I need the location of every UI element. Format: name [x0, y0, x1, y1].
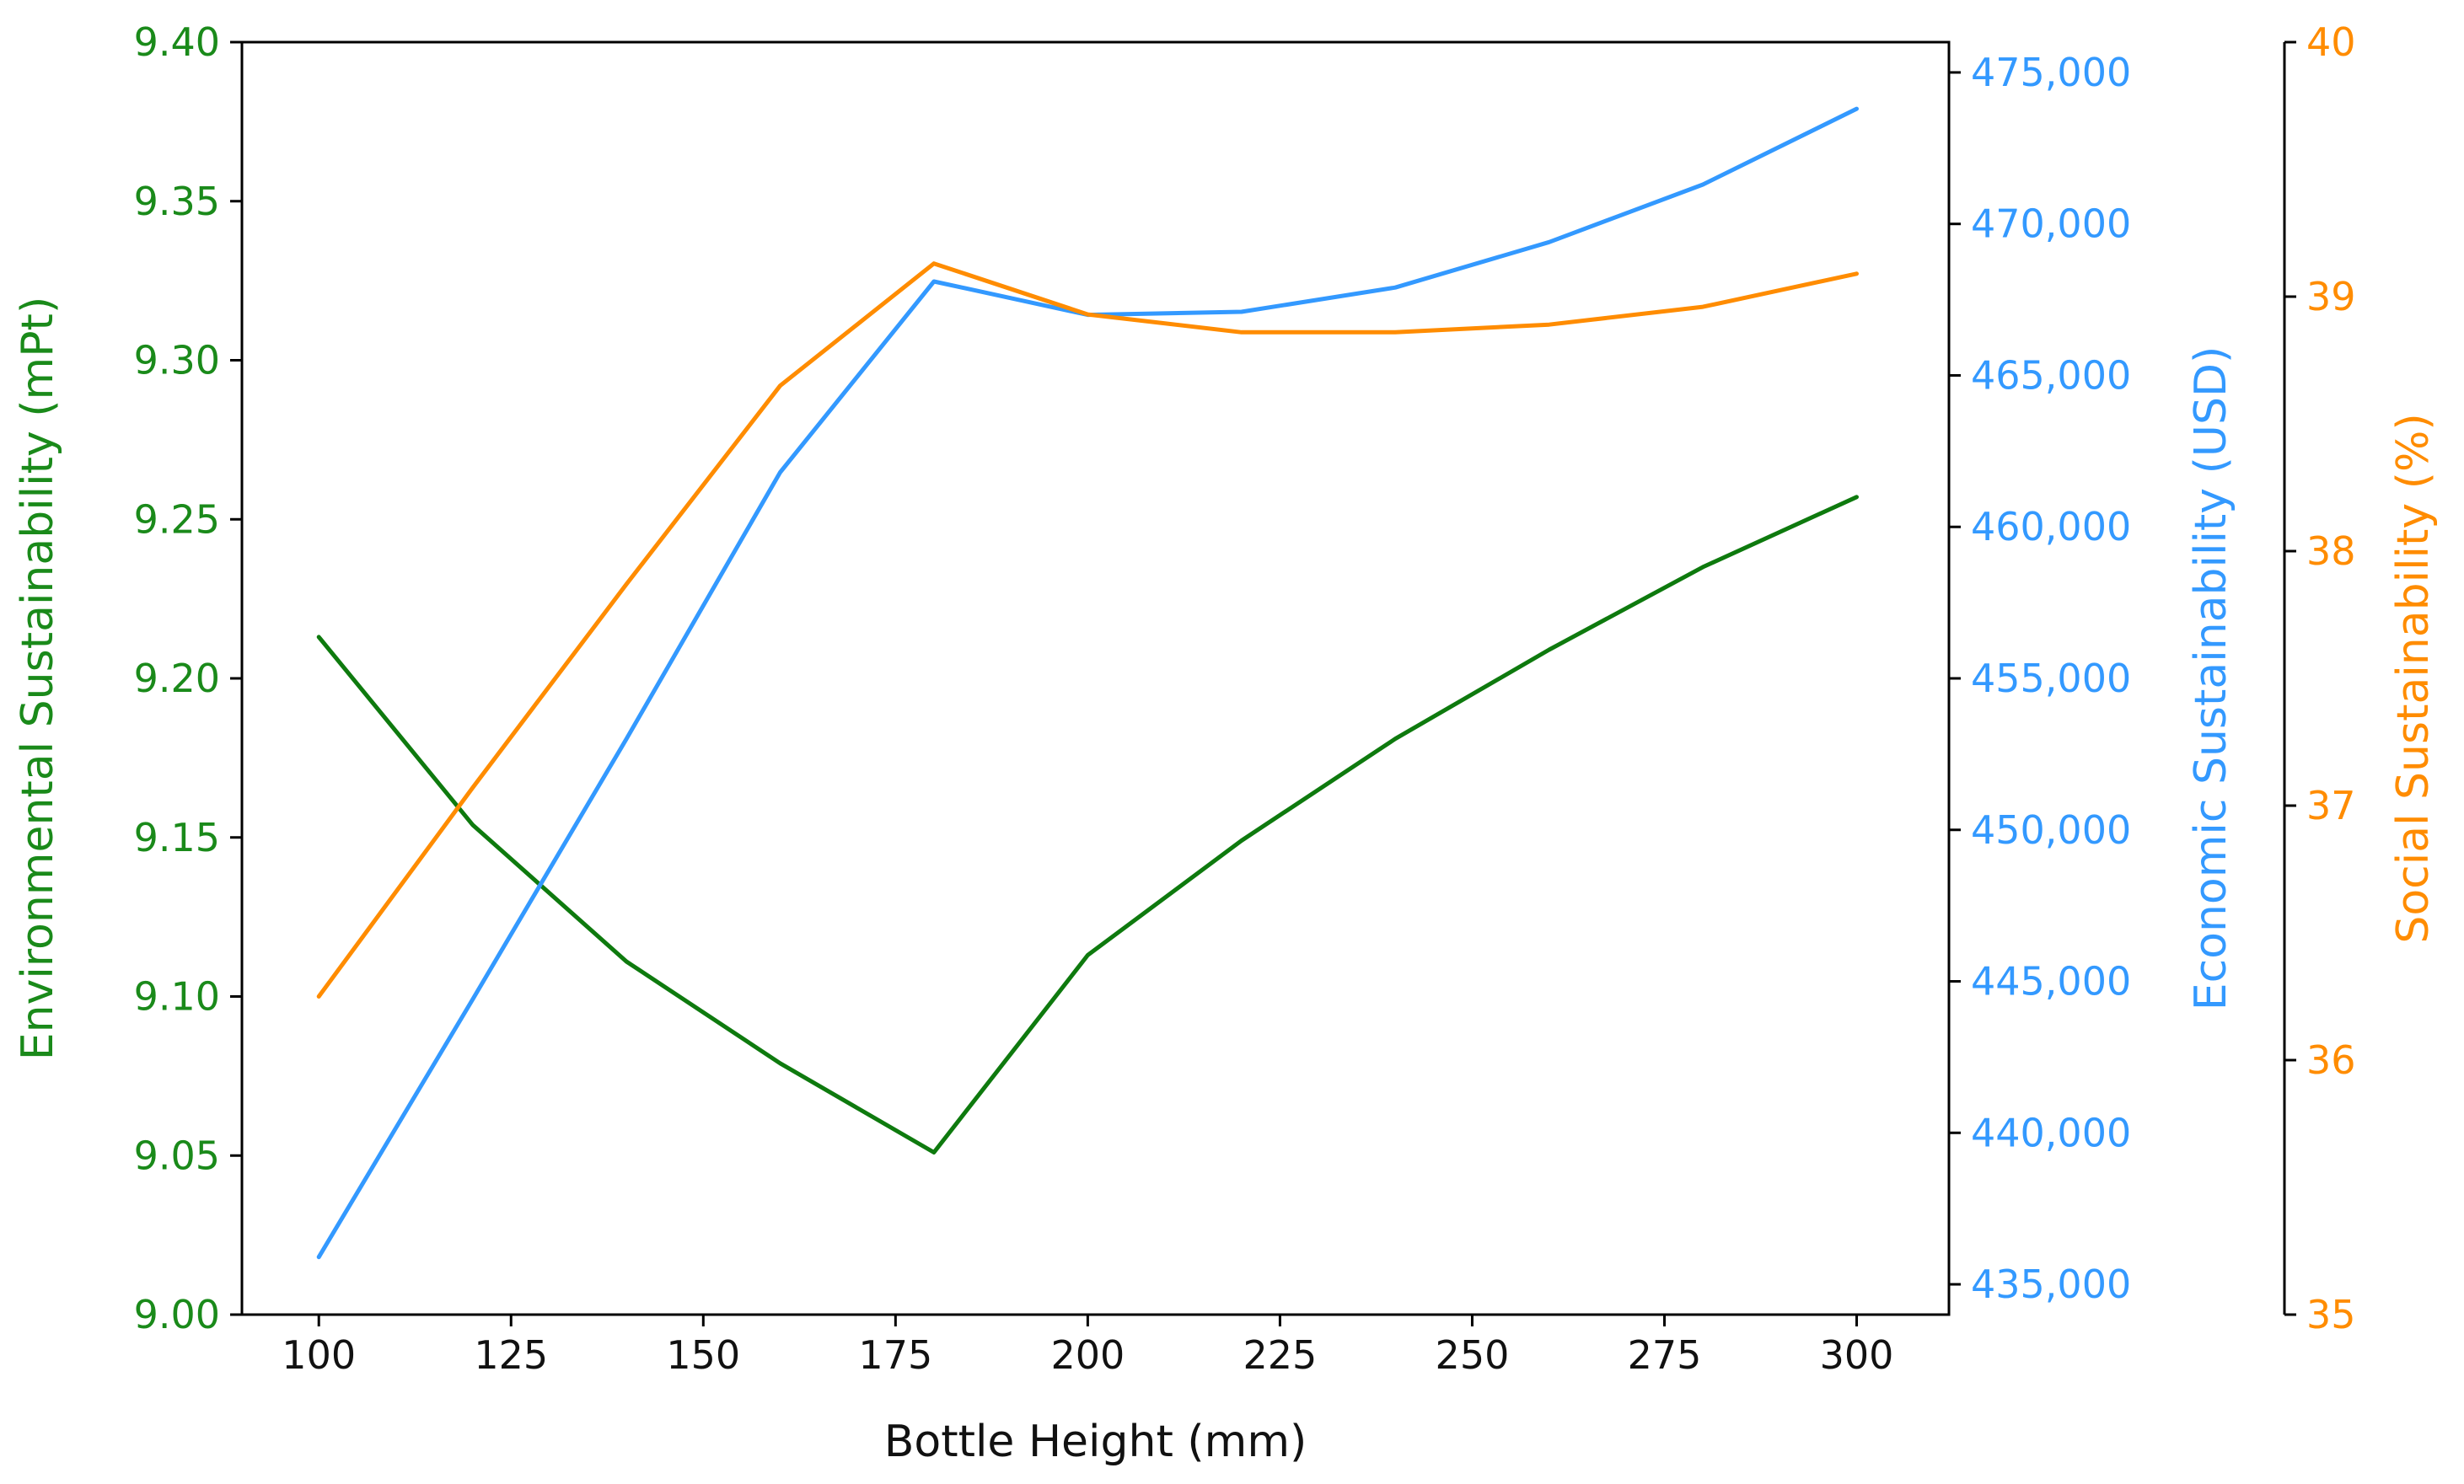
x-tick-label: 150 — [666, 1332, 740, 1378]
env-data-point — [1393, 737, 1398, 741]
social-tick-label: 38 — [2306, 528, 2356, 574]
social-tick-label: 35 — [2306, 1292, 2356, 1337]
x-tick-label: 125 — [474, 1332, 548, 1378]
x-tick-label: 275 — [1628, 1332, 1702, 1378]
social-data-point — [778, 383, 782, 388]
econ-data-point — [470, 998, 475, 1002]
social-series-line — [316, 261, 1859, 999]
env-tick-label: 9.25 — [134, 496, 220, 542]
econ-tick-label: 470,000 — [1971, 201, 2131, 247]
env-data-point — [1086, 953, 1090, 957]
x-tick-label: 300 — [1820, 1332, 1894, 1378]
x-axis-label: Bottle Height (mm) — [884, 1417, 1307, 1467]
social-tick-label: 36 — [2306, 1037, 2356, 1083]
series-layer — [316, 106, 1859, 1260]
env-data-point — [778, 1061, 782, 1065]
econ-tick-label: 455,000 — [1971, 656, 2131, 701]
social-data-point — [1855, 271, 1859, 276]
econ-tick-label: 445,000 — [1971, 959, 2131, 1005]
env-tick-label: 9.30 — [134, 338, 220, 383]
econ-data-point — [931, 280, 936, 284]
econ-tick-label: 460,000 — [1971, 504, 2131, 549]
env-tick-label: 9.00 — [134, 1292, 220, 1337]
env-data-point — [931, 1150, 936, 1155]
social-tick-label: 40 — [2306, 19, 2356, 65]
plot-area — [240, 40, 1951, 1316]
social-data-point — [931, 261, 936, 265]
econ-tick-label: 465,000 — [1971, 352, 2131, 398]
econ-tick-label: 440,000 — [1971, 1110, 2131, 1155]
social-data-point — [1393, 330, 1398, 335]
env-tick-label: 9.10 — [134, 974, 220, 1020]
econ-data-point — [778, 470, 782, 474]
social-axis-label: Social Sustainability (%) — [2388, 413, 2439, 943]
env-series-line — [316, 495, 1859, 1155]
econ-axis-label: Economic Sustainability (USD) — [2186, 346, 2236, 1011]
econ-data-point — [1547, 240, 1551, 244]
env-data-point — [1547, 648, 1551, 652]
axes-layer: 100 125 150 175 200 225 250 275 300 Bottle Height… — [13, 19, 2439, 1467]
env-data-point — [1701, 565, 1705, 569]
social-data-point — [470, 785, 475, 790]
social-data-point — [317, 994, 321, 999]
env-tick-label: 9.20 — [134, 656, 220, 701]
env-tick-label: 9.40 — [134, 19, 220, 65]
env-tick-label: 9.05 — [134, 1133, 220, 1178]
env-data-point — [470, 822, 475, 827]
x-tick-label: 175 — [858, 1332, 932, 1378]
social-data-point — [1086, 313, 1090, 317]
env-data-point — [1855, 495, 1859, 499]
econ-tick-label: 475,000 — [1971, 50, 2131, 95]
social-tick-label: 39 — [2306, 274, 2356, 319]
env-tick-label: 9.15 — [134, 815, 220, 860]
econ-data-point — [625, 737, 629, 741]
econ-tick-label: 450,000 — [1971, 807, 2131, 853]
social-data-point — [625, 582, 629, 587]
social-tick-label: 37 — [2306, 783, 2356, 828]
econ-data-point — [1855, 107, 1859, 111]
x-tick-label: 100 — [282, 1332, 356, 1378]
social-data-point — [1701, 305, 1705, 309]
env-data-point — [1239, 838, 1243, 843]
env-tick-label: 9.35 — [134, 179, 220, 224]
econ-data-point — [1393, 286, 1398, 290]
plot-frame — [240, 40, 1951, 1316]
x-tick-label: 200 — [1050, 1332, 1125, 1378]
env-axis-label: Environmental Sustainability (mPt) — [13, 297, 63, 1060]
env-data-point — [317, 635, 321, 639]
x-tick-label: 225 — [1243, 1332, 1318, 1378]
social-data-point — [1547, 323, 1551, 327]
econ-data-point — [1239, 309, 1243, 313]
x-tick-label: 250 — [1436, 1332, 1510, 1378]
econ-data-point — [1701, 182, 1705, 186]
econ-data-point — [317, 1255, 321, 1259]
social-data-point — [1239, 330, 1243, 335]
env-data-point — [625, 959, 629, 963]
econ-tick-label: 435,000 — [1971, 1262, 2131, 1307]
